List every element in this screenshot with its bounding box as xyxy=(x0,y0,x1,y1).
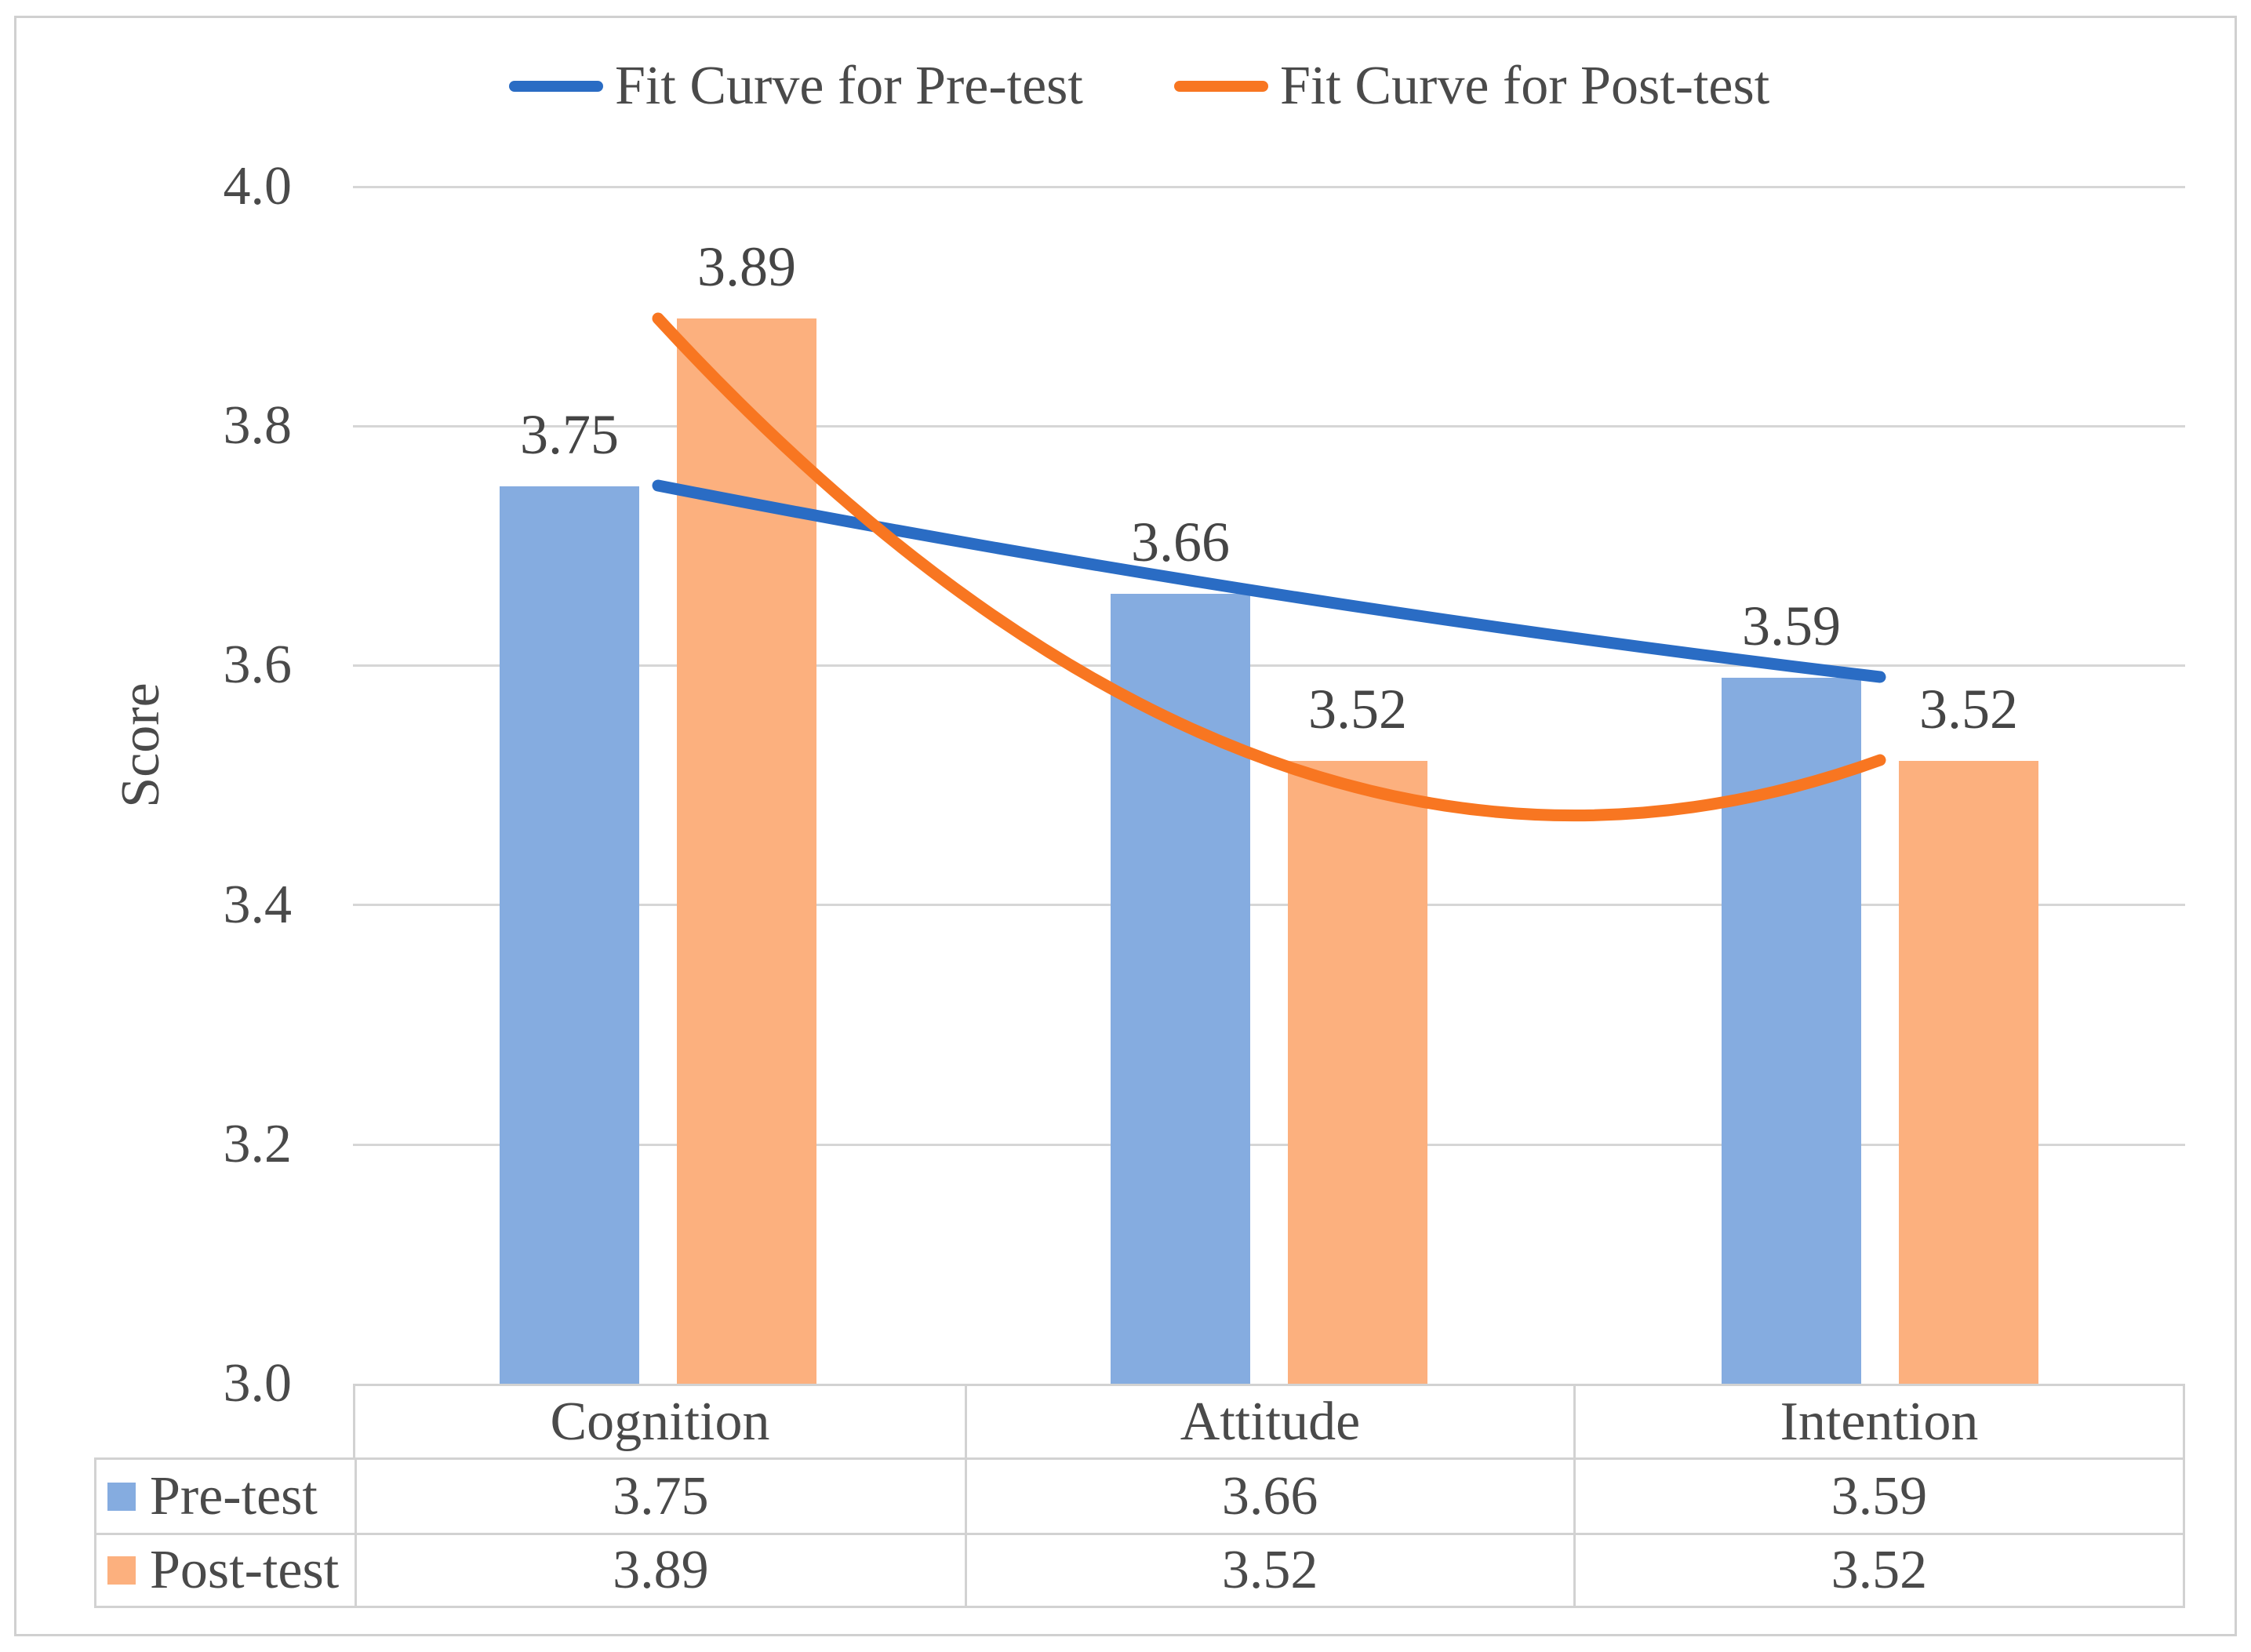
table-stub-post-test: Post-test xyxy=(96,1535,355,1606)
gridline-4.0 xyxy=(353,186,2185,188)
data-label-post-cognition: 3.89 xyxy=(697,235,796,298)
bar-pre-test-cognition xyxy=(500,486,639,1384)
bar-post-test-intention xyxy=(1899,761,2038,1384)
table-value-pre-attitude: 3.66 xyxy=(964,1460,1573,1533)
table-row-pre-test: Pre-test 3.75 3.66 3.59 xyxy=(94,1457,2185,1535)
table-value-pre-intention: 3.59 xyxy=(1573,1460,2183,1533)
data-label-pre-attitude: 3.66 xyxy=(1131,511,1230,573)
table-value-post-cognition: 3.89 xyxy=(355,1535,964,1606)
table-row-categories: Cognition Attitude Intention xyxy=(353,1384,2185,1460)
gridline-3.4 xyxy=(353,904,2185,906)
ytick-3.8: 3.8 xyxy=(223,395,293,456)
pre-test-line-icon xyxy=(509,81,603,92)
post-test-swatch-icon xyxy=(107,1556,136,1585)
gridline-3.6 xyxy=(353,664,2185,667)
legend-label-pre-test: Fit Curve for Pre-test xyxy=(615,56,1083,116)
data-label-pre-cognition: 3.75 xyxy=(520,403,619,466)
ytick-3.0: 3.0 xyxy=(223,1353,293,1414)
data-label-post-intention: 3.52 xyxy=(1919,678,2018,740)
table-value-pre-cognition: 3.75 xyxy=(355,1460,964,1533)
table-header-attitude: Attitude xyxy=(965,1386,1573,1457)
table-header-cognition: Cognition xyxy=(550,1391,770,1452)
pre-test-fit-curve xyxy=(652,479,1886,683)
table-value-post-attitude: 3.52 xyxy=(964,1535,1573,1606)
table-value-post-intention: 3.52 xyxy=(1573,1535,2183,1606)
legend-item-pre-test: Fit Curve for Pre-test xyxy=(509,56,1083,116)
ytick-4.0: 4.0 xyxy=(223,156,293,217)
ytick-3.6: 3.6 xyxy=(223,635,293,695)
legend-item-post-test: Fit Curve for Post-test xyxy=(1174,56,1769,116)
data-label-pre-intention: 3.59 xyxy=(1742,595,1841,657)
bar-post-test-attitude xyxy=(1288,761,1427,1384)
figure-border xyxy=(14,16,2237,1636)
pre-test-swatch-icon xyxy=(107,1482,136,1511)
gridline-3.8 xyxy=(353,425,2185,428)
pre-test-row-label: Pre-test xyxy=(150,1465,318,1526)
data-label-post-attitude: 3.52 xyxy=(1308,678,1407,740)
gridline-3.2 xyxy=(353,1144,2185,1146)
post-test-fit-curve xyxy=(652,312,1886,822)
ytick-3.4: 3.4 xyxy=(223,875,293,935)
table-stub-pre-test: Pre-test xyxy=(96,1460,355,1533)
table-header-intention: Intention xyxy=(1573,1386,2183,1457)
table-row-post-test: Post-test 3.89 3.52 3.52 xyxy=(94,1533,2185,1608)
post-test-row-label: Post-test xyxy=(150,1540,340,1600)
legend-label-post-test: Fit Curve for Post-test xyxy=(1280,56,1770,116)
ytick-3.2: 3.2 xyxy=(223,1114,293,1174)
post-test-line-icon xyxy=(1174,81,1268,92)
